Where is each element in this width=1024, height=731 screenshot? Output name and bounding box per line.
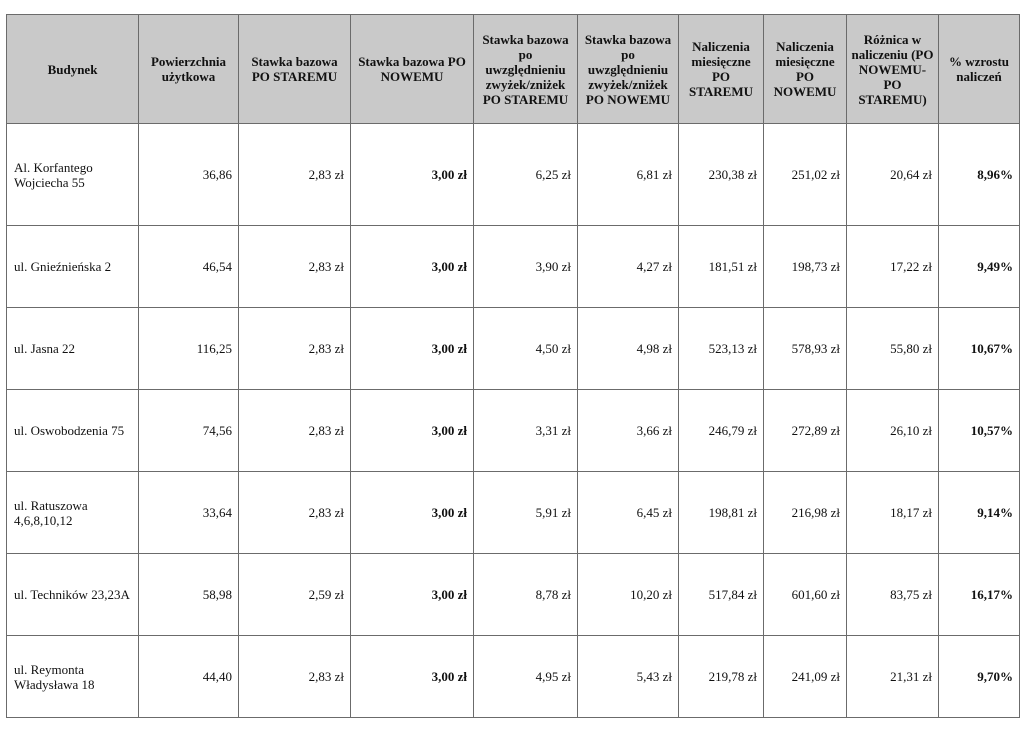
cell-charge-difference: 83,75 zł (846, 553, 939, 636)
header-increase-percent: % wzrostu naliczeń (938, 14, 1020, 124)
cell-building: ul. Jasna 22 (6, 307, 139, 390)
cell-base-rate-old: 2,59 zł (238, 553, 351, 636)
cell-base-rate-old: 2,83 zł (238, 471, 351, 554)
cell-adjusted-rate-old: 4,50 zł (473, 307, 578, 390)
table-row: ul. Oswobodzenia 75 74,56 2,83 zł 3,00 zł 3,… (6, 389, 1020, 472)
cell-adjusted-rate-new: 3,66 zł (577, 389, 679, 472)
table-row: ul. Gnieźnieńska 2 46,54 2,83 zł 3,00 zł 3,9… (6, 225, 1020, 308)
cell-charge-difference: 55,80 zł (846, 307, 939, 390)
cell-usable-area: 44,40 (138, 635, 239, 718)
cell-adjusted-rate-new: 4,98 zł (577, 307, 679, 390)
cell-monthly-charge-new: 251,02 zł (763, 123, 847, 226)
cell-adjusted-rate-old: 6,25 zł (473, 123, 578, 226)
cell-usable-area: 74,56 (138, 389, 239, 472)
cell-usable-area: 116,25 (138, 307, 239, 390)
header-adjusted-rate-new: Stawka bazowa po uwzględnieniu zwyżek/zn… (577, 14, 679, 124)
cell-usable-area: 46,54 (138, 225, 239, 308)
cell-building: ul. Gnieźnieńska 2 (6, 225, 139, 308)
cell-base-rate-old: 2,83 zł (238, 389, 351, 472)
cell-adjusted-rate-old: 3,31 zł (473, 389, 578, 472)
header-base-rate-old: Stawka bazowa PO STAREMU (238, 14, 351, 124)
cell-base-rate-new: 3,00 zł (350, 307, 474, 390)
cell-adjusted-rate-new: 4,27 zł (577, 225, 679, 308)
cell-monthly-charge-old: 219,78 zł (678, 635, 764, 718)
cell-monthly-charge-old: 198,81 zł (678, 471, 764, 554)
cell-adjusted-rate-old: 5,91 zł (473, 471, 578, 554)
header-adjusted-rate-old: Stawka bazowa po uwzględnieniu zwyżek/zn… (473, 14, 578, 124)
rent-comparison-table: Budynek Powierzchnia użytkowa Stawka bazow… (6, 14, 1020, 718)
table-row: ul. Jasna 22 116,25 2,83 zł 3,00 zł 4,50 zł 4… (6, 307, 1020, 390)
cell-increase-percent: 10,67% (938, 307, 1020, 390)
cell-monthly-charge-new: 272,89 zł (763, 389, 847, 472)
cell-building: ul. Oswobodzenia 75 (6, 389, 139, 472)
cell-increase-percent: 9,49% (938, 225, 1020, 308)
cell-base-rate-old: 2,83 zł (238, 225, 351, 308)
header-charge-difference: Różnica w naliczeniu (PO NOWEMU-PO STARE… (846, 14, 939, 124)
cell-monthly-charge-old: 181,51 zł (678, 225, 764, 308)
cell-monthly-charge-new: 241,09 zł (763, 635, 847, 718)
header-row: Budynek Powierzchnia użytkowa Stawka bazow… (6, 14, 1020, 124)
cell-monthly-charge-old: 523,13 zł (678, 307, 764, 390)
cell-adjusted-rate-old: 8,78 zł (473, 553, 578, 636)
cell-charge-difference: 21,31 zł (846, 635, 939, 718)
cell-increase-percent: 9,70% (938, 635, 1020, 718)
cell-building: ul. Techników 23,23A (6, 553, 139, 636)
cell-adjusted-rate-new: 5,43 zł (577, 635, 679, 718)
cell-base-rate-old: 2,83 zł (238, 307, 351, 390)
cell-building: Al. Korfantego Wojciecha 55 (6, 123, 139, 226)
cell-monthly-charge-new: 601,60 zł (763, 553, 847, 636)
cell-base-rate-new: 3,00 zł (350, 389, 474, 472)
cell-monthly-charge-new: 216,98 zł (763, 471, 847, 554)
table-row: Al. Korfantego Wojciecha 55 36,86 2,83 zł 3… (6, 123, 1020, 226)
cell-usable-area: 36,86 (138, 123, 239, 226)
cell-increase-percent: 9,14% (938, 471, 1020, 554)
cell-base-rate-new: 3,00 zł (350, 123, 474, 226)
table-row: ul. Ratuszowa 4,6,8,10,12 33,64 2,83 zł 3,0… (6, 471, 1020, 554)
cell-base-rate-old: 2,83 zł (238, 635, 351, 718)
cell-base-rate-new: 3,00 zł (350, 635, 474, 718)
cell-monthly-charge-old: 517,84 zł (678, 553, 764, 636)
header-building: Budynek (6, 14, 139, 124)
cell-base-rate-new: 3,00 zł (350, 553, 474, 636)
cell-increase-percent: 16,17% (938, 553, 1020, 636)
cell-monthly-charge-new: 198,73 zł (763, 225, 847, 308)
cell-usable-area: 58,98 (138, 553, 239, 636)
cell-adjusted-rate-old: 3,90 zł (473, 225, 578, 308)
cell-increase-percent: 10,57% (938, 389, 1020, 472)
cell-charge-difference: 20,64 zł (846, 123, 939, 226)
cell-monthly-charge-new: 578,93 zł (763, 307, 847, 390)
cell-base-rate-old: 2,83 zł (238, 123, 351, 226)
cell-building: ul. Reymonta Władysława 18 (6, 635, 139, 718)
cell-usable-area: 33,64 (138, 471, 239, 554)
cell-adjusted-rate-old: 4,95 zł (473, 635, 578, 718)
cell-building: ul. Ratuszowa 4,6,8,10,12 (6, 471, 139, 554)
cell-monthly-charge-old: 246,79 zł (678, 389, 764, 472)
cell-adjusted-rate-new: 10,20 zł (577, 553, 679, 636)
header-base-rate-new: Stawka bazowa PO NOWEMU (350, 14, 474, 124)
header-usable-area: Powierzchnia użytkowa (138, 14, 239, 124)
cell-adjusted-rate-new: 6,81 zł (577, 123, 679, 226)
cell-base-rate-new: 3,00 zł (350, 471, 474, 554)
table-row: ul. Techników 23,23A 58,98 2,59 zł 3,00 zł 8… (6, 553, 1020, 636)
cell-increase-percent: 8,96% (938, 123, 1020, 226)
cell-base-rate-new: 3,00 zł (350, 225, 474, 308)
table-row: ul. Reymonta Władysława 18 44,40 2,83 zł 3,… (6, 635, 1020, 718)
cell-monthly-charge-old: 230,38 zł (678, 123, 764, 226)
cell-charge-difference: 18,17 zł (846, 471, 939, 554)
header-monthly-charge-new: Naliczenia miesięczne PO NOWEMU (763, 14, 847, 124)
cell-charge-difference: 17,22 zł (846, 225, 939, 308)
cell-adjusted-rate-new: 6,45 zł (577, 471, 679, 554)
header-monthly-charge-old: Naliczenia miesięczne PO STAREMU (678, 14, 764, 124)
cell-charge-difference: 26,10 zł (846, 389, 939, 472)
